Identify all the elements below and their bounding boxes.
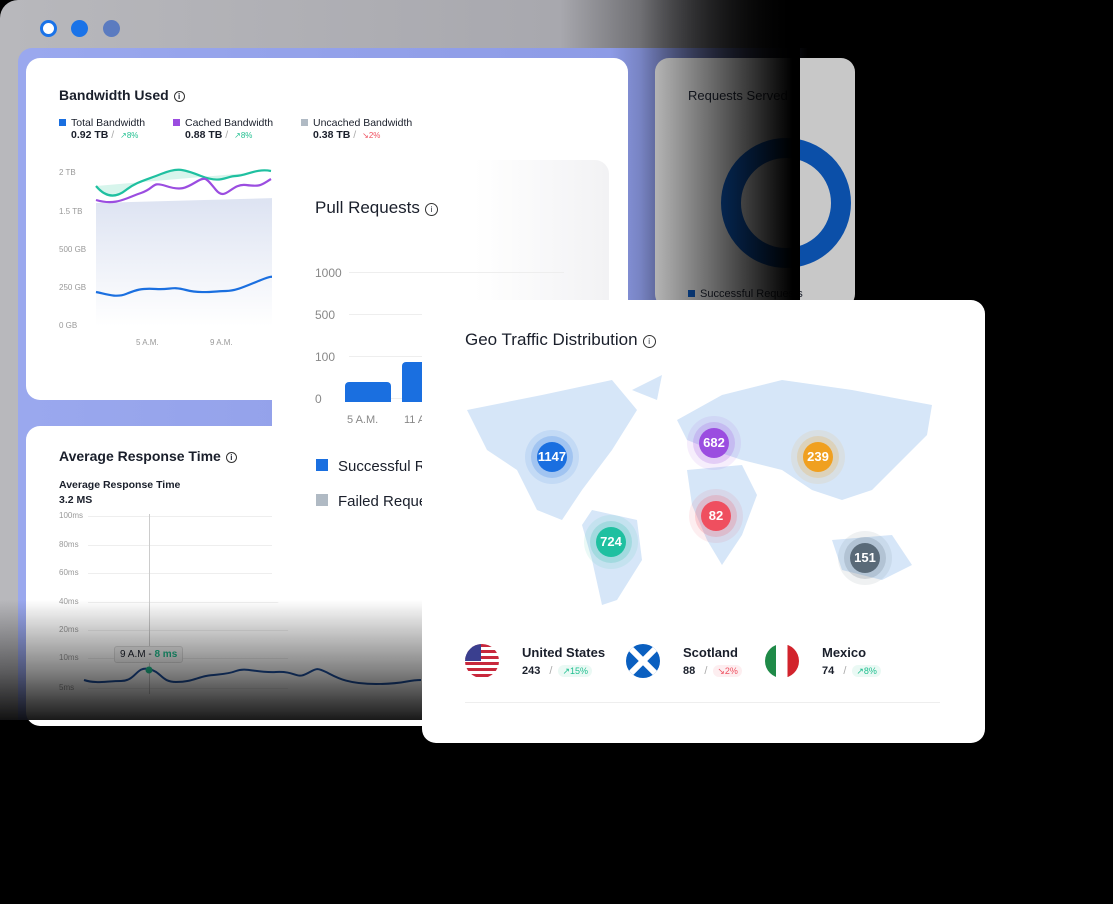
legend-swatch (173, 119, 180, 126)
geo-traffic-card: Geo Traffic Distribution i 1147 682 239 82 72… (422, 300, 985, 743)
requests-served-card: Requests Served Successful Requests (655, 58, 855, 308)
change-badge: ↘2% (713, 665, 742, 677)
y-tick: 500 (315, 308, 336, 322)
bar[interactable] (345, 381, 391, 402)
legend-label: Failed Requests (338, 493, 447, 510)
country-count: 243 (522, 665, 541, 677)
world-map (467, 375, 932, 605)
country-name: Scotland (683, 645, 738, 660)
country-name: United States (522, 645, 606, 660)
country-count: 88 (683, 665, 696, 677)
y-tick: 80ms (59, 540, 79, 549)
legend-label: Successful Requests (700, 288, 803, 300)
pull-requests-title: Pull Requests (315, 198, 420, 217)
country-value: 88 /↘2% (683, 665, 742, 677)
legend-value: 0.92 TB (71, 129, 109, 141)
info-icon[interactable]: i (225, 452, 237, 463)
legend-label: Uncached Bandwidth (313, 117, 413, 129)
y-tick: 500 GB (59, 245, 87, 254)
y-tick: 1000 (315, 266, 342, 280)
country-name: Mexico (822, 645, 867, 660)
donut-chart (721, 138, 851, 268)
change-value: 8% (863, 666, 877, 676)
legend-label: Cached Bandwidth (185, 117, 274, 129)
legend-uncached: Uncached Bandwidth 0.38 TB / ↘2% (301, 117, 412, 141)
info-icon[interactable]: i (642, 335, 656, 348)
x-tick: 5 A.M. (347, 414, 379, 426)
change-badge: 2% (368, 131, 381, 140)
x-tick: 9 A.M. (210, 338, 233, 347)
y-tick: 60ms (59, 568, 79, 577)
y-tick: 0 GB (59, 321, 78, 330)
y-tick: 1.5 TB (59, 207, 83, 216)
metric-value: 3.2 MS (59, 494, 93, 506)
response-time-title: Average Response Time (59, 448, 221, 464)
y-tick: 2 TB (59, 168, 76, 177)
legend-value: 0.88 TB (185, 129, 223, 141)
metric-label: Average Response Time (59, 479, 181, 491)
change-badge: 8% (126, 131, 139, 140)
info-icon[interactable]: i (173, 91, 185, 102)
divider (465, 702, 940, 703)
change-badge: 8% (240, 131, 253, 140)
legend-value: 0.38 TB (313, 129, 351, 141)
series-line-cached (95, 177, 272, 204)
series-line-total (95, 275, 277, 297)
traffic-bubble[interactable]: 682 (699, 428, 729, 458)
bandwidth-area (96, 198, 276, 326)
flag-icon (765, 644, 799, 678)
change-value: 15% (570, 666, 589, 676)
traffic-bubble[interactable]: 1147 (537, 442, 567, 472)
legend-swatch (301, 119, 308, 126)
traffic-bubble[interactable]: 82 (701, 501, 731, 531)
gridline (88, 545, 288, 546)
traffic-bubble[interactable]: 724 (596, 527, 626, 557)
change-badge: ↗8% (852, 665, 881, 677)
x-tick: 5 A.M. (136, 338, 159, 347)
gridline (88, 573, 288, 574)
traffic-bubble[interactable]: 151 (850, 543, 880, 573)
series-line-uncached (95, 168, 272, 197)
change-value: 2% (724, 666, 738, 676)
country-value: 243 /↗15% (522, 665, 593, 677)
bandwidth-chart (95, 168, 277, 326)
geo-title: Geo Traffic Distribution (465, 330, 638, 349)
window-dot-maximize[interactable] (103, 20, 120, 37)
y-tick: 100 (315, 350, 336, 364)
y-tick: 0 (315, 392, 322, 406)
requests-served-title: Requests Served (688, 88, 788, 103)
country-count: 74 (822, 665, 835, 677)
flag-icon (465, 644, 499, 678)
window-dot-minimize[interactable] (71, 20, 88, 37)
flag-icon (626, 644, 660, 678)
legend-total: Total Bandwidth 0.92 TB / ↗8% (59, 117, 145, 141)
gridline (88, 516, 288, 517)
legend-cached: Cached Bandwidth 0.88 TB / ↗8% (173, 117, 273, 141)
legend-swatch (59, 119, 66, 126)
change-badge: ↗15% (558, 665, 593, 677)
hover-point (145, 666, 153, 674)
window-dot-close[interactable] (40, 20, 57, 37)
y-tick: 250 GB (59, 283, 87, 292)
traffic-bubble[interactable]: 239 (803, 442, 833, 472)
legend-label: Total Bandwidth (71, 117, 146, 129)
response-line (83, 667, 422, 686)
legend-successful: Successful Requests (688, 288, 803, 300)
y-tick: 100ms (59, 511, 84, 520)
legend-failed: Failed Requests (316, 493, 446, 510)
bandwidth-title: Bandwidth Used (59, 87, 169, 103)
info-icon[interactable]: i (424, 203, 438, 216)
country-value: 74 /↗8% (822, 665, 881, 677)
gridline (349, 272, 564, 273)
